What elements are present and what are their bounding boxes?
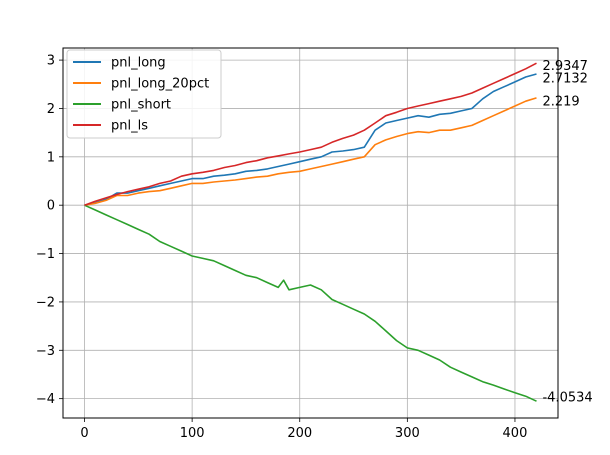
legend-label-pnl-long: pnl_long — [111, 56, 166, 71]
y-tick-label: −4 — [36, 392, 55, 407]
legend-label-pnl-long-20pct: pnl_long_20pct — [111, 77, 209, 92]
end-value-label: 2.219 — [542, 95, 579, 110]
y-tick-label: 0 — [47, 199, 55, 214]
end-value-label: -4.0534 — [542, 391, 592, 406]
x-tick-label: 300 — [395, 426, 420, 441]
series-layer — [84, 62, 537, 402]
series-line-pnl-long-20pct — [84, 97, 537, 206]
y-tick-label: −2 — [36, 295, 55, 310]
x-tick-label: 400 — [503, 426, 528, 441]
x-tick-label: 100 — [180, 426, 205, 441]
legend-label-pnl-ls: pnl_ls — [111, 119, 148, 134]
y-tick-label: 1 — [47, 150, 55, 165]
x-tick-label: 0 — [80, 426, 88, 441]
series-line-pnl-long — [84, 73, 537, 206]
legend-label-pnl-short: pnl_short — [111, 98, 171, 113]
y-tick-label: 2 — [47, 102, 55, 117]
legend-box — [66, 49, 222, 139]
legend: pnl_long pnl_long_20pct pnl_short pnl_ls — [66, 49, 222, 139]
series-line-pnl-short — [84, 204, 537, 402]
end-value-label: 2.7132 — [542, 71, 588, 86]
tick-layer: 0 100 200 300 400 −4 −3 −2 −1 0 1 2 3 — [36, 54, 528, 441]
end-value-label: 2.9347 — [542, 59, 588, 74]
y-tick-label: 3 — [47, 54, 55, 69]
y-tick-label: −1 — [36, 247, 55, 262]
series-line-pnl-ls — [84, 62, 537, 206]
x-tick-label: 200 — [287, 426, 312, 441]
plot-frame — [62, 47, 559, 419]
y-tick-label: −3 — [36, 344, 55, 359]
